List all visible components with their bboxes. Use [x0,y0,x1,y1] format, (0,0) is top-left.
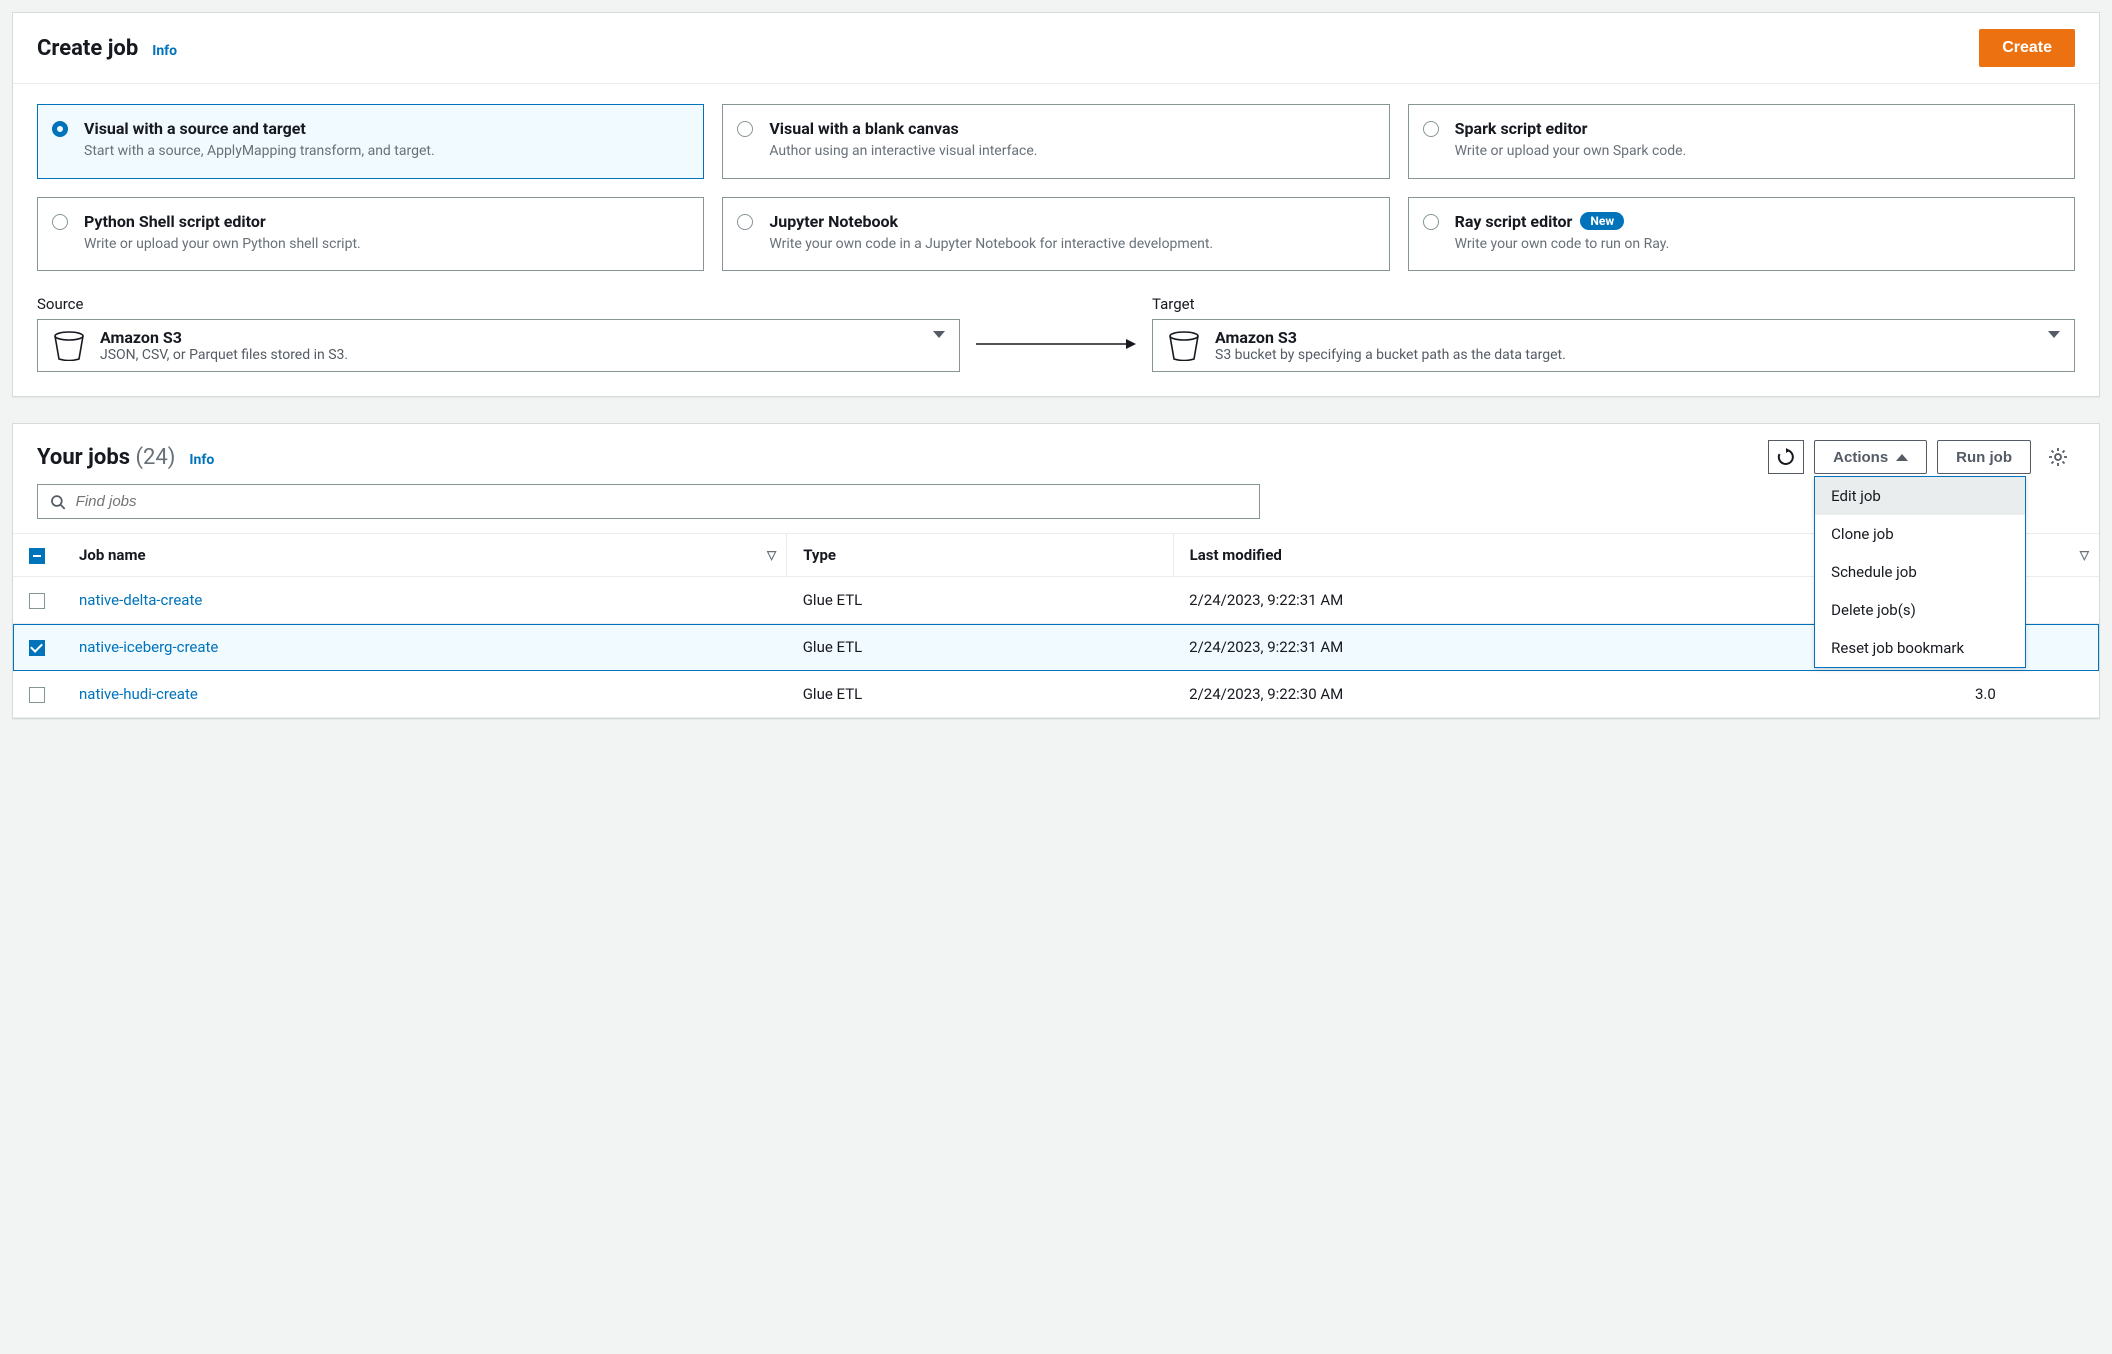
tile-title: Jupyter Notebook [769,212,1370,231]
your-jobs-header: Your jobs (24) Info Actions Edit jobClon… [13,424,2099,484]
tile-title: Spark script editor [1455,119,2056,138]
sort-icon: ▽ [767,548,776,562]
tile-title: Python Shell script editor [84,212,685,231]
actions-menu-item[interactable]: Clone job [1815,515,2025,553]
your-jobs-panel: Your jobs (24) Info Actions Edit jobClon… [12,423,2100,719]
tile-desc: Write or upload your own Python shell sc… [84,235,685,255]
your-jobs-actions: Actions Edit jobClone jobSchedule jobDel… [1768,440,2075,474]
tile-title: Visual with a blank canvas [769,119,1370,138]
actions-menu-item[interactable]: Delete job(s) [1815,591,2025,629]
your-jobs-info-link[interactable]: Info [189,452,214,468]
job-type-tile[interactable]: Jupyter Notebook Write your own code in … [722,197,1389,272]
target-column: Target Amazon S3 S3 bucket by specifying… [1152,295,2075,372]
new-badge: New [1580,212,1624,230]
job-name-link[interactable]: native-iceberg-create [79,638,218,656]
radio-icon [737,214,753,230]
create-job-title: Create job [37,36,138,61]
source-target-row: Source Amazon S3 JSON, CSV, or Parquet f… [37,295,2075,372]
create-job-header: Create job Info Create [13,13,2099,84]
job-type-tile[interactable]: Ray script editorNew Write your own code… [1408,197,2075,272]
job-version-cell: 3.0 [1959,671,2099,718]
source-option-title: Amazon S3 [100,328,348,347]
jobs-search-input[interactable] [76,493,1247,510]
job-name-link[interactable]: native-delta-create [79,591,202,609]
create-job-body: Visual with a source and target Start wi… [13,84,2099,396]
tile-desc: Author using an interactive visual inter… [769,142,1370,162]
actions-menu-item[interactable]: Schedule job [1815,553,2025,591]
source-label: Source [37,295,960,313]
target-label: Target [1152,295,2075,313]
radio-icon [1423,121,1439,137]
gear-icon [2048,447,2068,467]
refresh-icon [1777,448,1795,466]
jobs-search-box[interactable] [37,484,1260,519]
your-jobs-title: Your jobs (24) [37,445,175,470]
settings-button[interactable] [2041,440,2075,474]
actions-dropdown-menu: Edit jobClone jobSchedule jobDelete job(… [1814,476,2026,668]
row-checkbox[interactable] [29,687,45,703]
chevron-down-icon [933,338,945,354]
table-row[interactable]: native-delta-create Glue ETL 2/24/2023, … [13,577,2099,624]
sort-icon: ▽ [2080,548,2089,562]
radio-icon [737,121,753,137]
tile-desc: Write or upload your own Spark code. [1455,142,2056,162]
job-modified-cell: 2/24/2023, 9:22:30 AM [1173,671,1959,718]
your-jobs-count: (24) [135,445,175,470]
job-type-tiles: Visual with a source and target Start wi… [37,104,2075,271]
create-job-info-link[interactable]: Info [152,43,177,59]
bucket-icon [1167,331,1201,361]
select-all-header[interactable] [13,534,63,577]
tile-desc: Start with a source, ApplyMapping transf… [84,142,685,162]
job-type-cell: Glue ETL [787,671,1173,718]
radio-icon [1423,214,1439,230]
jobs-search-row [13,484,2099,533]
source-column: Source Amazon S3 JSON, CSV, or Parquet f… [37,295,960,372]
jobs-table: Job name▽ Type Last modified▼ ▽ native-d… [13,533,2099,718]
job-type-tile[interactable]: Spark script editor Write or upload your… [1408,104,2075,179]
row-checkbox[interactable] [29,640,45,656]
actions-button[interactable]: Actions [1814,440,1927,474]
bucket-icon [52,331,86,361]
target-option-title: Amazon S3 [1215,328,1566,347]
run-job-button[interactable]: Run job [1937,440,2031,474]
tile-desc: Write your own code to run on Ray. [1455,235,2056,255]
tile-title: Visual with a source and target [84,119,685,138]
chevron-up-icon [1896,454,1908,461]
row-checkbox[interactable] [29,593,45,609]
table-row[interactable]: native-hudi-create Glue ETL 2/24/2023, 9… [13,671,2099,718]
job-type-tile[interactable]: Visual with a blank canvas Author using … [722,104,1389,179]
job-name-link[interactable]: native-hudi-create [79,685,198,703]
search-icon [50,494,66,510]
job-type-cell: Glue ETL [787,624,1173,671]
job-type-tile[interactable]: Python Shell script editor Write or uplo… [37,197,704,272]
column-header-name[interactable]: Job name▽ [63,534,787,577]
arrow-icon [976,336,1136,352]
chevron-down-icon [2048,338,2060,354]
refresh-button[interactable] [1768,440,1804,474]
table-row[interactable]: native-iceberg-create Glue ETL 2/24/2023… [13,624,2099,671]
radio-icon [52,214,68,230]
column-header-type[interactable]: Type [787,534,1173,577]
create-button[interactable]: Create [1979,29,2075,67]
actions-menu-item[interactable]: Edit job [1815,477,2025,515]
job-type-tile[interactable]: Visual with a source and target Start wi… [37,104,704,179]
radio-icon [52,121,68,137]
tile-desc: Write your own code in a Jupyter Noteboo… [769,235,1370,255]
actions-menu-item[interactable]: Reset job bookmark [1815,629,2025,667]
target-dropdown[interactable]: Amazon S3 S3 bucket by specifying a buck… [1152,319,2075,372]
source-to-target-arrow [976,336,1136,372]
target-option-desc: S3 bucket by specifying a bucket path as… [1215,347,1566,363]
tile-title: Ray script editorNew [1455,212,2056,231]
select-all-checkbox[interactable] [29,548,45,564]
source-dropdown[interactable]: Amazon S3 JSON, CSV, or Parquet files st… [37,319,960,372]
job-type-cell: Glue ETL [787,577,1173,624]
source-option-desc: JSON, CSV, or Parquet files stored in S3… [100,347,348,363]
jobs-table-header-row: Job name▽ Type Last modified▼ ▽ [13,534,2099,577]
create-job-panel: Create job Info Create Visual with a sou… [12,12,2100,397]
